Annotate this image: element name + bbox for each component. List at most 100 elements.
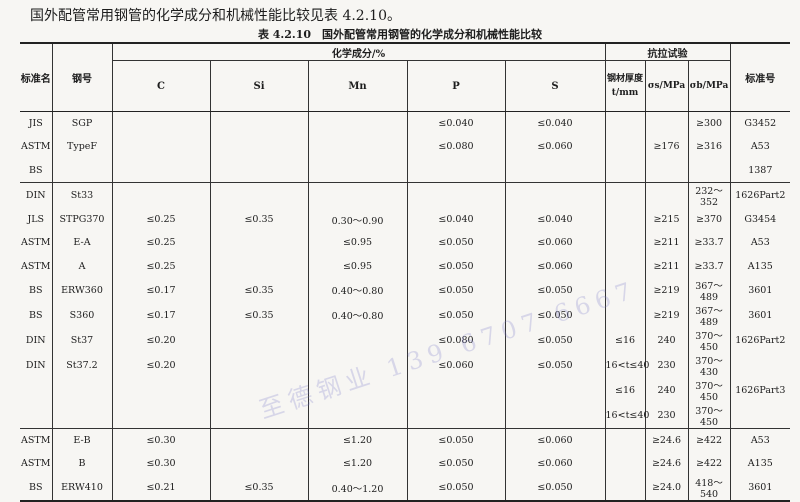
steel-comparison-table: 标准名 钢号 化学成分/% 抗拉试验 标准号 C Si Mn P S 钢材厚度 t… [20, 42, 791, 502]
header-tensile-group: 抗拉试验 [604, 42, 731, 61]
table-cell: ≤0.050 [406, 452, 506, 476]
table-cell: ≤0.95 [307, 254, 408, 278]
table-cell: G3452 [729, 111, 791, 136]
table-cell [604, 158, 646, 183]
table-cell [644, 158, 689, 183]
table-cell [307, 402, 408, 429]
table-cell: JLS [20, 207, 53, 232]
table-cell: ≥422 [687, 452, 731, 476]
table-cell: ≥24.6 [644, 428, 689, 453]
table-row: JIS SGP ≤0.040 ≤0.040 ≥300 G3452 [20, 111, 791, 136]
table-cell: ≤0.050 [504, 302, 606, 328]
header-sigma-b: σb/MPa [687, 60, 731, 112]
table-cell [604, 135, 646, 159]
table-cell [209, 158, 309, 183]
table-cell: ≥33.7 [687, 231, 731, 255]
table-cell: ASTM [20, 452, 53, 476]
header-c: C [112, 60, 211, 112]
table-cell: JIS [20, 111, 53, 136]
table-cell: 1626Part3 [729, 377, 791, 403]
table-cell: 370～450 [687, 377, 731, 403]
table-cell [111, 135, 211, 159]
table-row: JLS STPG370 ≤0.25 ≤0.35 0.30～0.90 ≤0.040 ≤0.04… [20, 207, 791, 232]
header-chem-group: 化学成分/% [111, 42, 606, 61]
table-cell [51, 158, 113, 183]
table-cell [209, 377, 309, 403]
table-cell: ≤0.050 [406, 277, 506, 303]
table-cell: ≤0.35 [209, 475, 309, 502]
table-row: 16<t≤40 230 370～450 [20, 402, 791, 429]
table-cell: St37.2 [51, 352, 113, 378]
header-standard: 标准名 [20, 42, 53, 112]
table-cell [20, 402, 53, 429]
table-cell: 3601 [729, 302, 791, 328]
table-cell: 3601 [729, 475, 791, 502]
table-row: ASTM E-A ≤0.25 ≤0.95 ≤0.050 ≤0.060 ≥211 ≥33.7 A5… [20, 231, 791, 255]
header-std-no: 标准号 [729, 42, 791, 112]
table-cell: ≤0.30 [111, 428, 211, 453]
table-cell: ≤0.050 [406, 302, 506, 328]
table-cell [307, 135, 408, 159]
table-cell: ≥24.0 [644, 475, 689, 502]
table-cell [307, 182, 408, 208]
table-cell: ≥422 [687, 428, 731, 453]
table-cell: ASTM [20, 231, 53, 255]
table-cell [604, 207, 646, 232]
table-cell [307, 352, 408, 378]
table-cell: ≥176 [644, 135, 689, 159]
table-cell: ≤16 [604, 327, 646, 353]
table-cell [504, 158, 606, 183]
table-cell: ≥211 [644, 231, 689, 255]
table-cell: E-B [51, 428, 113, 453]
table-cell: ≤0.35 [209, 207, 309, 232]
table-cell: 0.40～0.80 [307, 302, 408, 328]
table-cell [504, 377, 606, 403]
table-cell [307, 377, 408, 403]
table-cell: DIN [20, 352, 53, 378]
table-cell: DIN [20, 182, 53, 208]
table-cell: 16<t≤40 [604, 352, 649, 378]
table-cell: BS [20, 277, 53, 303]
table-cell [51, 377, 113, 403]
table-cell: STPG370 [51, 207, 113, 232]
table-cell: ≤0.050 [504, 327, 606, 353]
table-body: JIS SGP ≤0.040 ≤0.040 ≥300 G3452 ASTM TypeF ≤0.0… [20, 111, 791, 502]
table-cell: ≤0.040 [504, 207, 606, 232]
table-cell: ≤0.060 [504, 452, 606, 476]
table-cell [111, 111, 211, 136]
table-cell: SGP [51, 111, 113, 136]
table-row: BS ERW410 ≤0.21 ≤0.35 0.40～1.20 ≤0.050 ≤0.050 ≥… [20, 475, 791, 502]
header-si: Si [209, 60, 309, 112]
table-cell [209, 428, 309, 453]
table-cell: A53 [729, 428, 791, 453]
header-mn: Mn [307, 60, 408, 112]
header-s: S [504, 60, 606, 112]
table-cell [209, 182, 309, 208]
table-cell: A135 [729, 452, 791, 476]
table-cell: ≤0.060 [504, 135, 606, 159]
table-cell: St33 [51, 182, 113, 208]
table-row: BS S360 ≤0.17 ≤0.35 0.40～0.80 ≤0.050 ≤0.050 ≥21… [20, 302, 791, 328]
table-cell: ≤0.30 [111, 452, 211, 476]
intro-text: 国外配管常用钢管的化学成分和机械性能比较见表 4.2.10。 [30, 8, 401, 24]
table-cell: ≤0.21 [111, 475, 211, 502]
table-cell: 418～540 [687, 475, 731, 502]
table-cell [604, 428, 646, 453]
header-thickness-unit: t/mm [611, 88, 639, 98]
table-cell [20, 377, 53, 403]
table-cell: ASTM [20, 135, 53, 159]
table-cell: 1626Part2 [729, 327, 791, 353]
table-cell [111, 182, 211, 208]
table-cell [307, 111, 408, 136]
table-cell: ≤0.050 [406, 254, 506, 278]
table-cell: 0.40～1.20 [307, 475, 408, 502]
table-cell: ≥370 [687, 207, 731, 232]
table-cell [111, 377, 211, 403]
table-cell [604, 277, 646, 303]
table-cell: B [51, 452, 113, 476]
table-cell [644, 111, 689, 136]
table-cell [644, 182, 689, 208]
table-cell: 230 [644, 352, 689, 378]
table-row: BS 1387 [20, 158, 791, 183]
table-row: ASTM A ≤0.25 ≤0.95 ≤0.050 ≤0.060 ≥211 ≥33.7 A135 [20, 254, 791, 278]
